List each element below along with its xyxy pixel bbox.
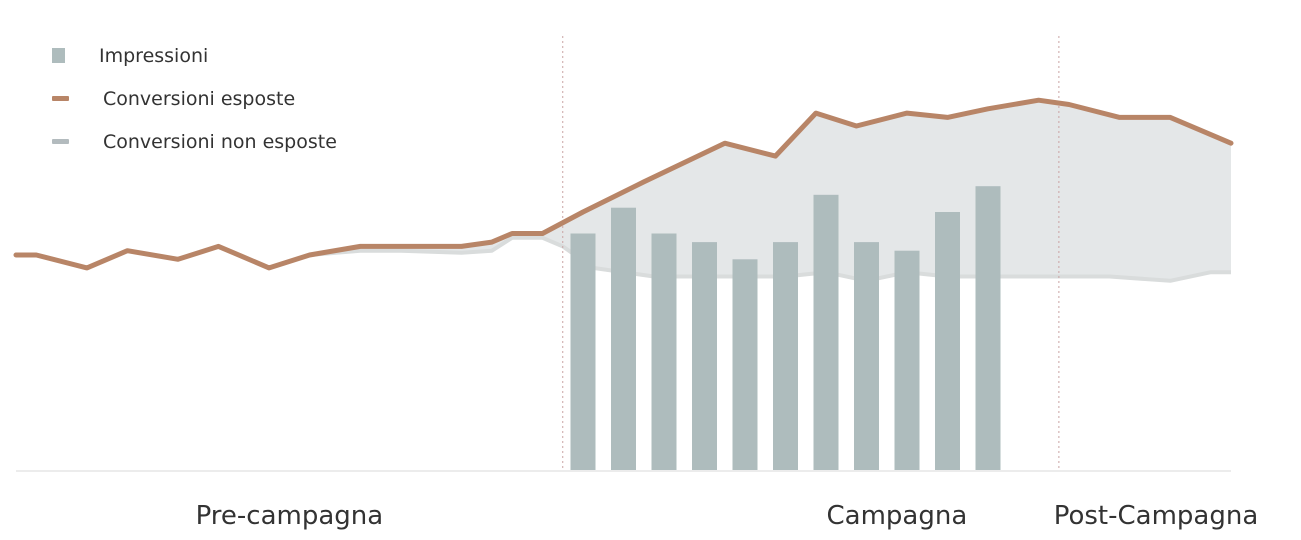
bar-impressioni-6 xyxy=(773,242,798,470)
phase-label-post-campagna: Post-Campagna xyxy=(1053,501,1259,531)
bar-impressioni-1 xyxy=(570,233,596,470)
legend-label-conversioni-non-esposte: Conversioni non esposte xyxy=(103,130,337,153)
bar-impressioni-2 xyxy=(611,207,636,470)
bar-impressioni-4 xyxy=(692,242,717,470)
bar-impressioni-10 xyxy=(935,212,960,470)
legend-item-conversioni-esposte: Conversioni esposte xyxy=(52,77,337,120)
gap-area xyxy=(16,100,1231,281)
legend-label-conversioni-esposte: Conversioni esposte xyxy=(103,87,296,110)
legend-swatch-conversioni-esposte xyxy=(52,96,69,101)
bar-impressioni-7 xyxy=(813,194,839,471)
legend-swatch-impressioni xyxy=(52,48,65,63)
bar-layer xyxy=(570,186,1001,471)
bar-impressioni-8 xyxy=(854,242,879,470)
bar-impressioni-9 xyxy=(894,250,920,470)
legend-item-impressioni: Impressioni xyxy=(52,34,337,77)
phase-dividers xyxy=(562,36,1060,470)
legend-swatch-conversioni-non-esposte xyxy=(52,139,69,144)
legend-item-conversioni-non-esposte: Conversioni non esposte xyxy=(52,120,337,163)
bar-impressioni-5 xyxy=(732,259,758,470)
legend-label-impressioni: Impressioni xyxy=(99,44,209,67)
phase-label-pre-campagna: Pre-campagna xyxy=(195,501,384,531)
legend: Impressioni Conversioni esposte Conversi… xyxy=(52,34,337,163)
bar-impressioni-11 xyxy=(975,186,1001,470)
bar-impressioni-3 xyxy=(651,233,677,470)
series-line-conversioni-esposte xyxy=(13,97,1234,271)
phase-label-campagna: Campagna xyxy=(826,501,968,531)
line-layer xyxy=(13,97,1234,271)
